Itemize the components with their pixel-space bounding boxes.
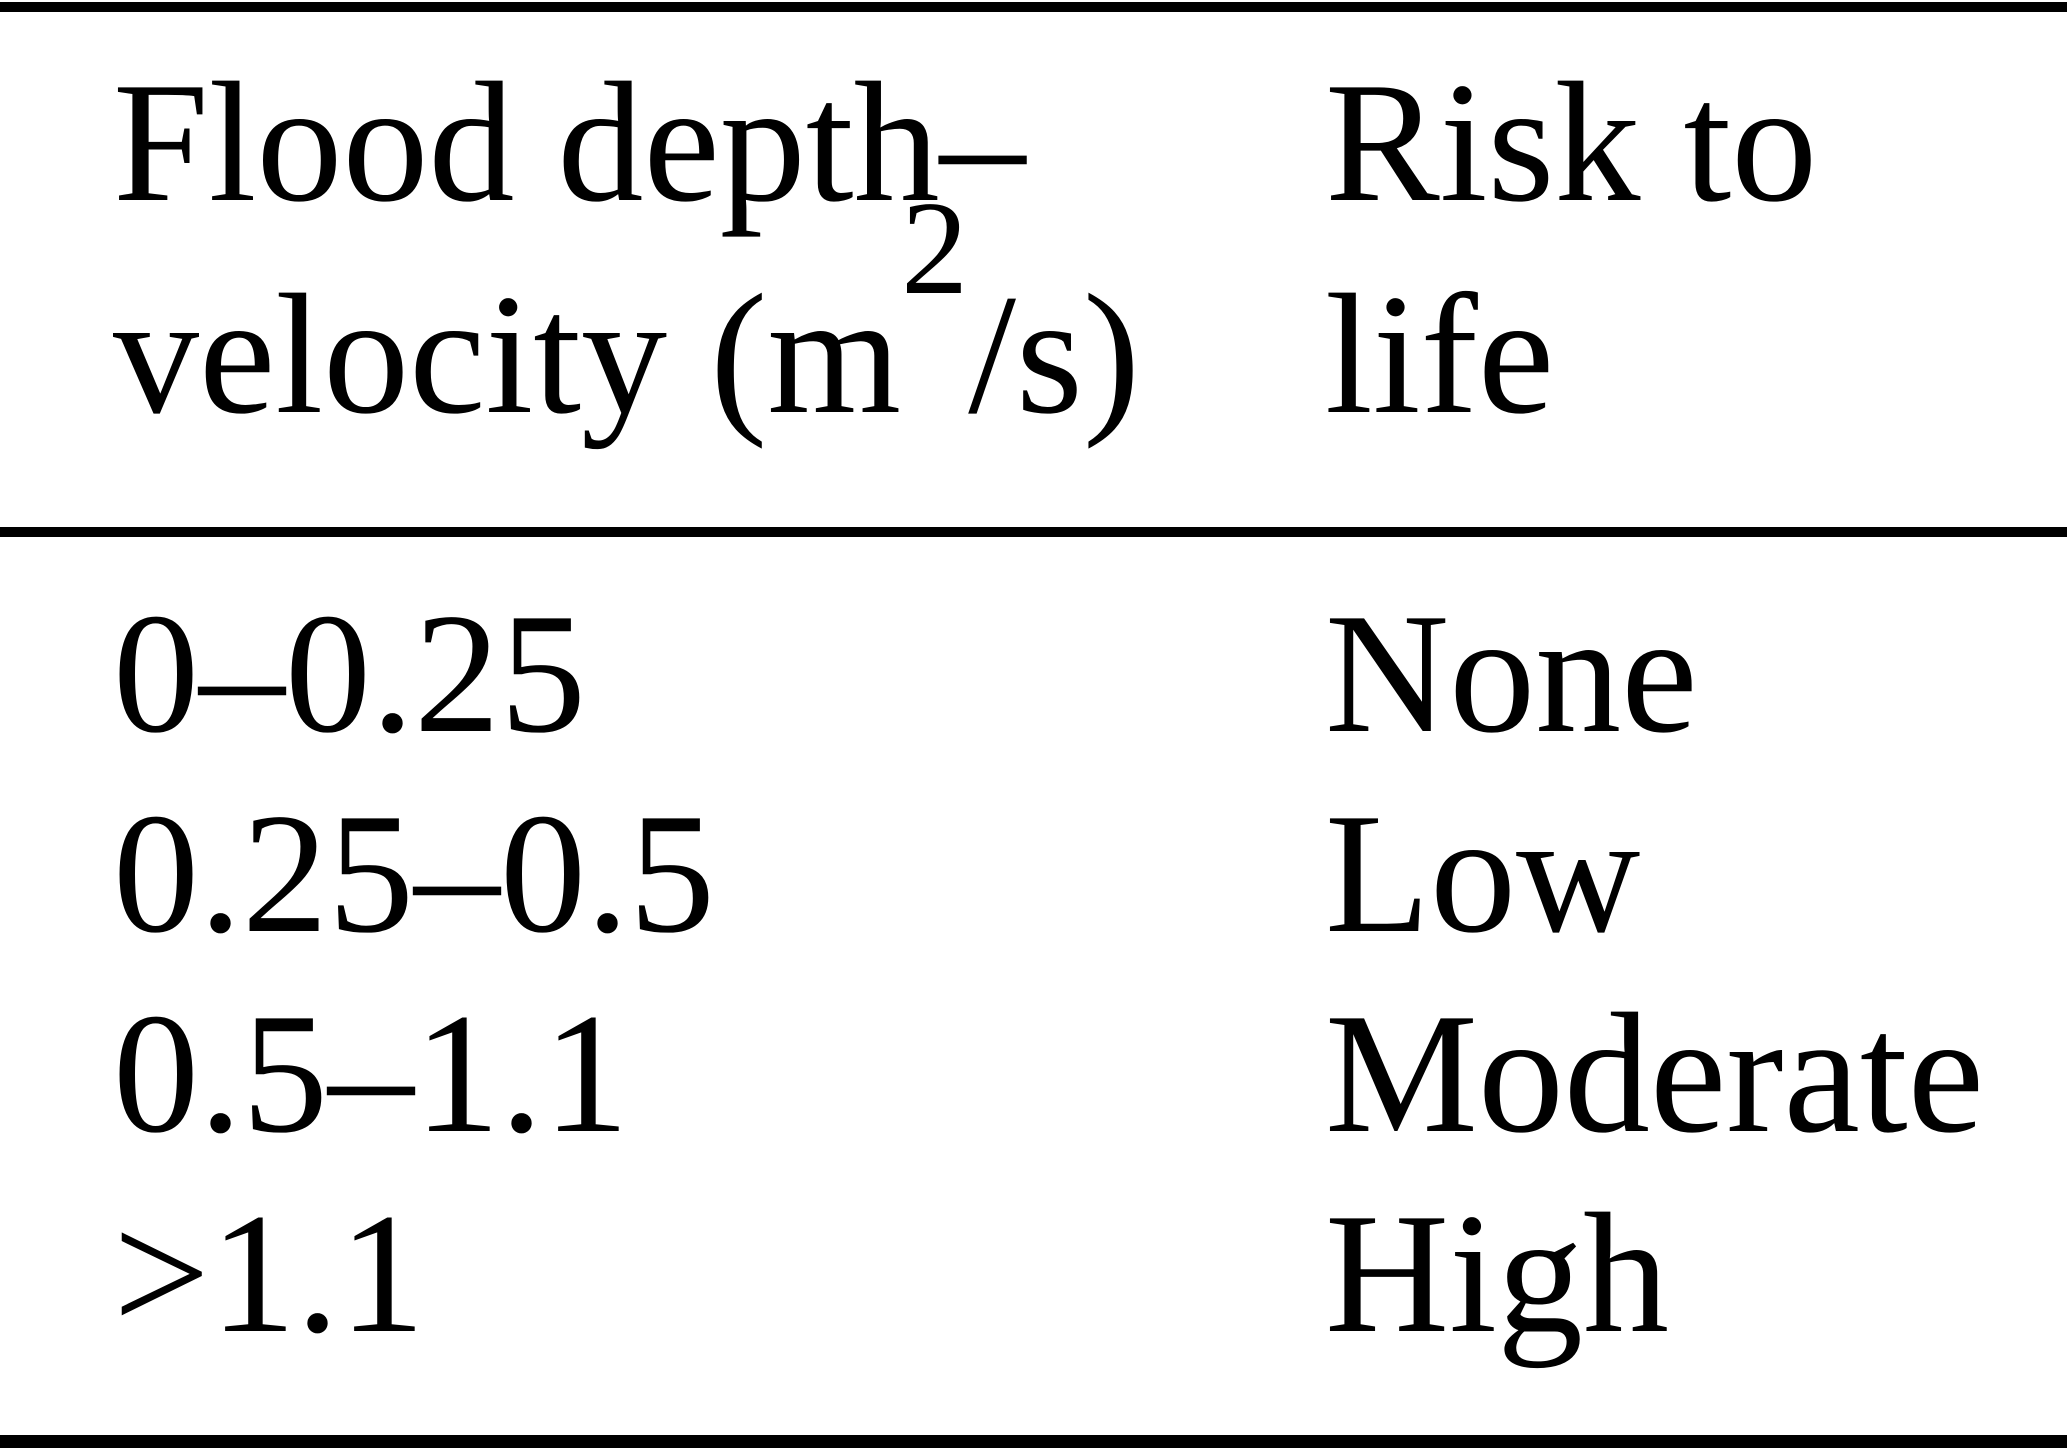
risk-value: None	[1325, 579, 1698, 769]
header-col1-unit-prefix: velocity (m	[113, 260, 902, 450]
header-col1-unit-suffix: /s)	[968, 260, 1141, 450]
header-flood-depth-velocity: Flood depth– velocity (m2/s)	[113, 37, 1325, 461]
table-row: 0–0.25 None	[113, 574, 2067, 774]
depth-velocity-value: 0–0.25	[113, 579, 586, 769]
squared-superscript: 2	[901, 174, 969, 324]
table-body: 0–0.25 None 0.25–0.5 Low 0.5–1.1 Moderat…	[113, 574, 2067, 1374]
header-col1-line1: Flood depth–	[113, 48, 1026, 238]
table-row: >1.1 High	[113, 1174, 2067, 1374]
depth-velocity-value: 0.25–0.5	[113, 779, 715, 969]
table-row: 0.5–1.1 Moderate	[113, 974, 2067, 1174]
header-col1-line2: velocity (m2/s)	[113, 182, 1325, 461]
table-header-row: Flood depth– velocity (m2/s) Risk to lif…	[113, 37, 2067, 461]
risk-value: Low	[1325, 779, 1641, 969]
risk-value: Moderate	[1325, 979, 1985, 1169]
table-header-separator-rule	[0, 527, 2067, 537]
depth-velocity-value: 0.5–1.1	[113, 979, 629, 1169]
table-bottom-rule	[0, 1435, 2067, 1448]
header-risk-to-life: Risk to life	[1325, 48, 1818, 450]
table-row: 0.25–0.5 Low	[113, 774, 2067, 974]
depth-velocity-value: >1.1	[113, 1179, 426, 1369]
risk-value: High	[1325, 1179, 1669, 1369]
table-top-rule	[0, 2, 2067, 12]
